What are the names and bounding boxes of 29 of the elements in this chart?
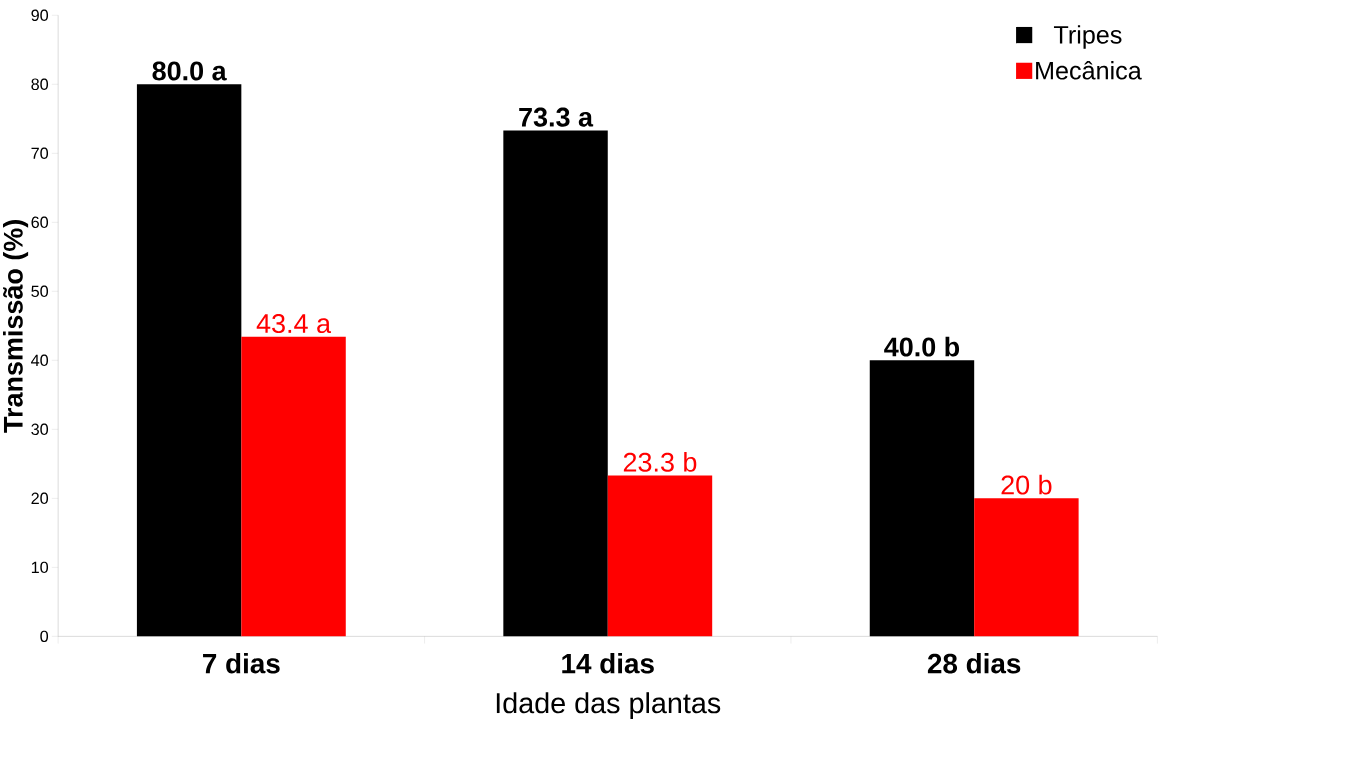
bar — [974, 498, 1079, 637]
x-tick-label: 14 dias — [562, 653, 654, 674]
y-tick-label: 20 — [31, 492, 49, 505]
bar — [503, 130, 608, 637]
y-tick-label: 90 — [31, 9, 49, 22]
legend-label: Mecânica — [1036, 61, 1142, 80]
y-tick-label: 0 — [40, 630, 49, 643]
y-tick-label: 80 — [31, 78, 49, 91]
y-tick-label: 60 — [31, 216, 49, 229]
x-axis-title: Idade das plantas — [496, 692, 721, 720]
y-tick-label: 10 — [31, 561, 49, 574]
bar — [241, 337, 346, 637]
y-tick-label: 50 — [31, 285, 49, 298]
legend-label: Tripes — [1053, 25, 1122, 49]
bar — [607, 475, 713, 637]
x-tick-label: 28 dias — [927, 653, 1021, 674]
y-tick-label: 70 — [31, 147, 49, 160]
data-label: 80.0 a — [152, 61, 227, 81]
data-label: 40.0 b — [884, 336, 960, 357]
bar — [869, 360, 975, 637]
y-tick-label: 30 — [31, 423, 49, 436]
x-tick-label: 7 dias — [203, 653, 280, 674]
data-label: 23.3 b — [623, 452, 697, 472]
data-label: 20 b — [1001, 474, 1052, 495]
data-label: 43.4 a — [256, 314, 332, 334]
y-axis-title: Transmissão (%) — [3, 220, 29, 433]
data-label: 73.3 a — [519, 107, 594, 127]
bar — [136, 84, 242, 637]
y-tick-label: 40 — [31, 354, 49, 367]
